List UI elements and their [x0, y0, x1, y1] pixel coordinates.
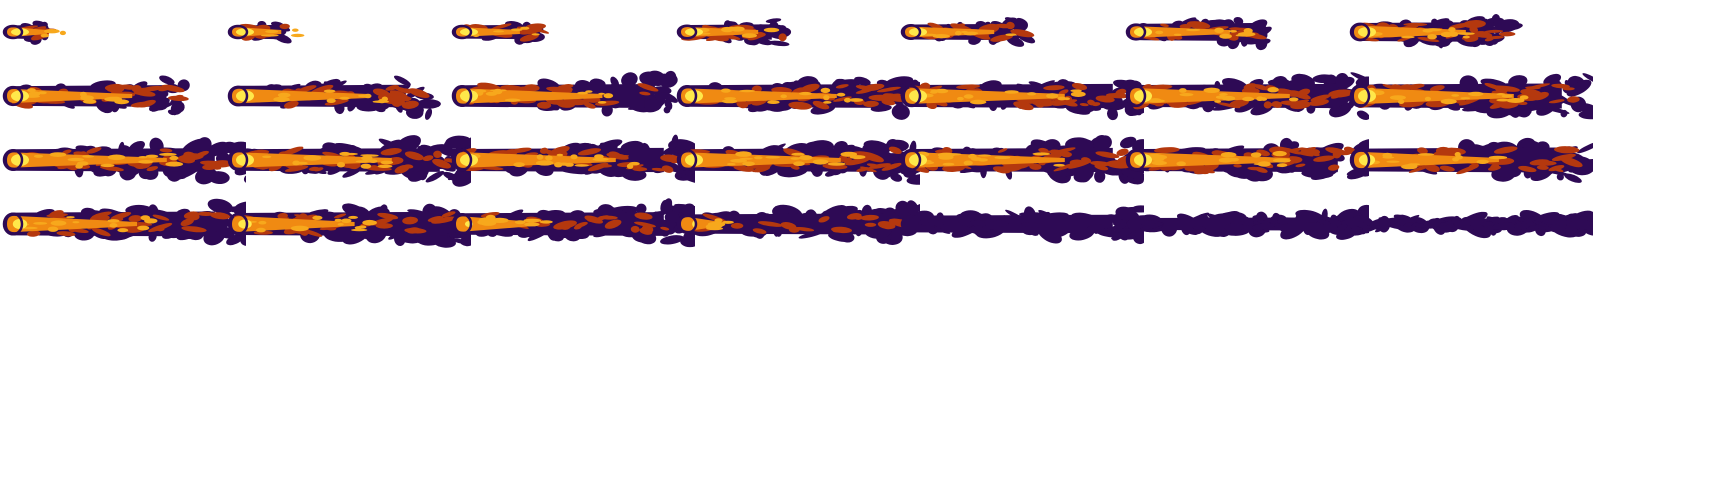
flame-frame [1347, 130, 1593, 190]
flame-frame [225, 66, 471, 126]
flame-image [227, 20, 304, 44]
flame-frame [1123, 2, 1369, 62]
flame-frame [449, 194, 695, 254]
flame-frame [674, 130, 920, 190]
flame-image [451, 134, 695, 184]
flame-frame [449, 66, 695, 126]
flame-frame [1123, 66, 1369, 126]
flame-image [1125, 72, 1369, 121]
flame-image [451, 198, 695, 248]
flame-image [2, 198, 246, 246]
flame-image [1126, 204, 1369, 240]
flame-image [2, 75, 190, 116]
flame-image [676, 18, 791, 47]
flame-image [900, 205, 1144, 245]
flame-image [227, 203, 471, 248]
flame-image [1349, 73, 1593, 120]
flame-frame [449, 2, 695, 62]
flame-frame [225, 194, 471, 254]
flame-frame [674, 194, 920, 254]
flame-image [451, 21, 550, 45]
flame-frame [225, 2, 471, 62]
flame-frame [1123, 130, 1369, 190]
flame-frame [1123, 194, 1369, 254]
flame-frame [674, 2, 920, 62]
flame-frame [0, 130, 246, 190]
flame-frame [1347, 66, 1593, 126]
flame-frame [1347, 194, 1593, 254]
flame-frame [1347, 2, 1593, 62]
flame-frame [898, 66, 1144, 126]
flame-image [227, 75, 441, 120]
flame-frame [0, 194, 246, 254]
flame-image [227, 135, 471, 187]
flame-frame [0, 66, 246, 126]
flame-image [900, 135, 1144, 185]
flame-frame [674, 66, 920, 126]
flame-image [451, 70, 678, 117]
flame-frame [225, 130, 471, 190]
flame-image [2, 137, 246, 185]
flame-frame [898, 194, 1144, 254]
flame-image [1349, 14, 1523, 49]
flame-image [1125, 16, 1272, 51]
flame-image [676, 139, 920, 185]
flame-image [900, 17, 1036, 47]
flame-frame [0, 2, 246, 62]
flame-image [2, 20, 66, 45]
flame-image [1349, 137, 1593, 183]
flame-image [1352, 209, 1593, 239]
flame-sequence-grid [0, 2, 1593, 254]
flame-image [1125, 137, 1369, 182]
flame-image [900, 79, 1144, 121]
flame-frame [898, 2, 1144, 62]
flame-frame [449, 130, 695, 190]
flame-frame [898, 130, 1144, 190]
flame-image [676, 200, 920, 245]
flame-image [676, 76, 920, 120]
